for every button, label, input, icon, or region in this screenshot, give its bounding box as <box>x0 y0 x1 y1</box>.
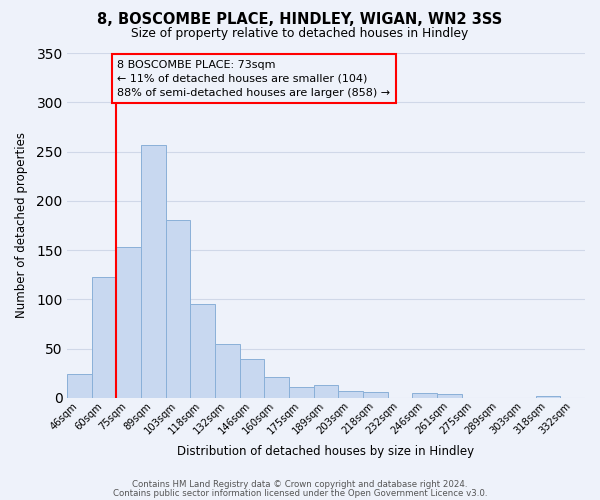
Bar <box>289 387 314 398</box>
Bar <box>363 392 388 398</box>
Bar <box>264 377 289 398</box>
Text: 8 BOSCOMBE PLACE: 73sqm
← 11% of detached houses are smaller (104)
88% of semi-d: 8 BOSCOMBE PLACE: 73sqm ← 11% of detache… <box>118 60 391 98</box>
Bar <box>314 385 338 398</box>
Bar <box>166 220 190 398</box>
Bar <box>92 276 116 398</box>
Bar <box>437 394 461 398</box>
Bar <box>338 391 363 398</box>
Bar <box>190 304 215 398</box>
Bar <box>141 144 166 398</box>
Bar <box>215 344 239 398</box>
Y-axis label: Number of detached properties: Number of detached properties <box>15 132 28 318</box>
Bar <box>412 393 437 398</box>
Text: Contains public sector information licensed under the Open Government Licence v3: Contains public sector information licen… <box>113 488 487 498</box>
Text: Contains HM Land Registry data © Crown copyright and database right 2024.: Contains HM Land Registry data © Crown c… <box>132 480 468 489</box>
Text: Size of property relative to detached houses in Hindley: Size of property relative to detached ho… <box>131 28 469 40</box>
Bar <box>116 247 141 398</box>
Bar <box>67 374 92 398</box>
Text: 8, BOSCOMBE PLACE, HINDLEY, WIGAN, WN2 3SS: 8, BOSCOMBE PLACE, HINDLEY, WIGAN, WN2 3… <box>97 12 503 28</box>
Bar <box>239 360 264 398</box>
Bar <box>536 396 560 398</box>
X-axis label: Distribution of detached houses by size in Hindley: Distribution of detached houses by size … <box>178 444 475 458</box>
